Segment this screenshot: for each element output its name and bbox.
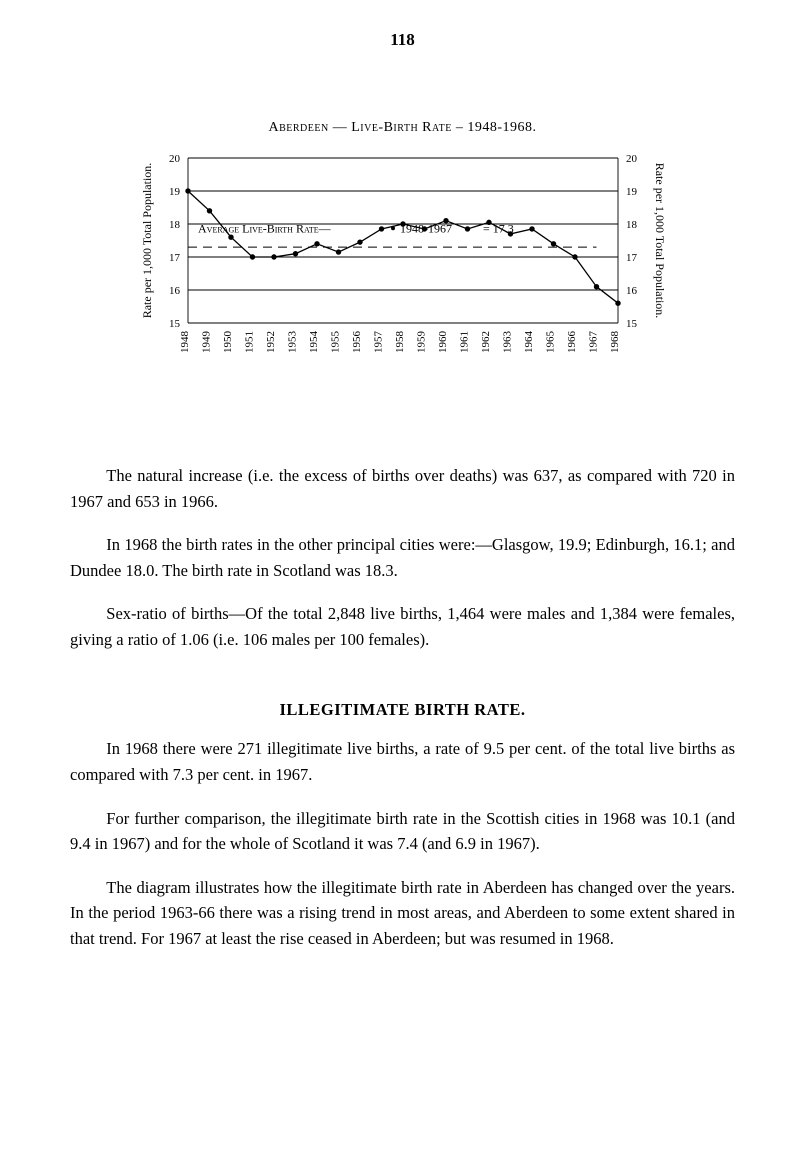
svg-text:Rate per 1,000 Total Populatio: Rate per 1,000 Total Population. <box>653 163 667 319</box>
svg-text:1964: 1964 <box>523 331 535 354</box>
svg-text:Average Live-Birth Rate—: Average Live-Birth Rate— <box>198 221 332 235</box>
svg-text:1957: 1957 <box>372 331 384 354</box>
chart-title: Aberdeen — Live-Birth Rate – 1948-1968. <box>70 120 735 136</box>
svg-text:15: 15 <box>626 318 638 330</box>
svg-text:1962: 1962 <box>480 331 492 353</box>
birth-rate-chart: 15 15 16 16 17 17 18 18 19 19 20 20 1948 1949 1950 1951… <box>70 148 735 378</box>
svg-text:1948: 1948 <box>179 331 191 354</box>
svg-text:1959: 1959 <box>415 331 427 354</box>
svg-text:19: 19 <box>626 186 638 198</box>
svg-text:1948-1967: 1948-1967 <box>400 221 452 235</box>
svg-text:1952: 1952 <box>265 331 277 353</box>
svg-text:1967: 1967 <box>587 331 599 354</box>
svg-text:16: 16 <box>626 285 638 297</box>
svg-text:1960: 1960 <box>437 331 449 354</box>
svg-text:1966: 1966 <box>566 331 578 354</box>
svg-text:17: 17 <box>169 252 181 264</box>
svg-text:19: 19 <box>169 186 181 198</box>
svg-text:1965: 1965 <box>544 331 556 354</box>
svg-text:1968: 1968 <box>609 331 621 354</box>
svg-text:1951: 1951 <box>243 331 255 353</box>
svg-text:1953: 1953 <box>286 331 298 354</box>
svg-text:1961: 1961 <box>458 331 470 353</box>
svg-text:= 17.3: = 17.3 <box>483 221 514 235</box>
paragraph: In 1968 the birth rates in the other pri… <box>70 532 735 583</box>
svg-text:1954: 1954 <box>308 331 320 354</box>
page-number: 118 <box>70 30 735 50</box>
paragraph: Sex-ratio of births—Of the total 2,848 l… <box>70 601 735 652</box>
section-heading: ILLEGITIMATE BIRTH RATE. <box>70 700 735 720</box>
svg-text:15: 15 <box>169 318 181 330</box>
svg-text:Rate per 1,000 Total Populatio: Rate per 1,000 Total Population. <box>140 163 154 319</box>
svg-text:20: 20 <box>626 153 638 165</box>
svg-text:1956: 1956 <box>351 331 363 354</box>
paragraph: The diagram illustrates how the illegiti… <box>70 875 735 952</box>
svg-text:1950: 1950 <box>222 331 234 354</box>
svg-text:20: 20 <box>169 153 181 165</box>
svg-text:1949: 1949 <box>200 331 212 354</box>
paragraph: The natural increase (i.e. the excess of… <box>70 463 735 514</box>
svg-text:1955: 1955 <box>329 331 341 354</box>
svg-text:18: 18 <box>626 219 638 231</box>
svg-text:17: 17 <box>626 252 638 264</box>
svg-text:1963: 1963 <box>501 331 513 354</box>
paragraph: In 1968 there were 271 illegitimate live… <box>70 736 735 787</box>
svg-text:1958: 1958 <box>394 331 406 354</box>
svg-text:18: 18 <box>169 219 181 231</box>
svg-text:16: 16 <box>169 285 181 297</box>
paragraph: For further comparison, the illegitimate… <box>70 806 735 857</box>
